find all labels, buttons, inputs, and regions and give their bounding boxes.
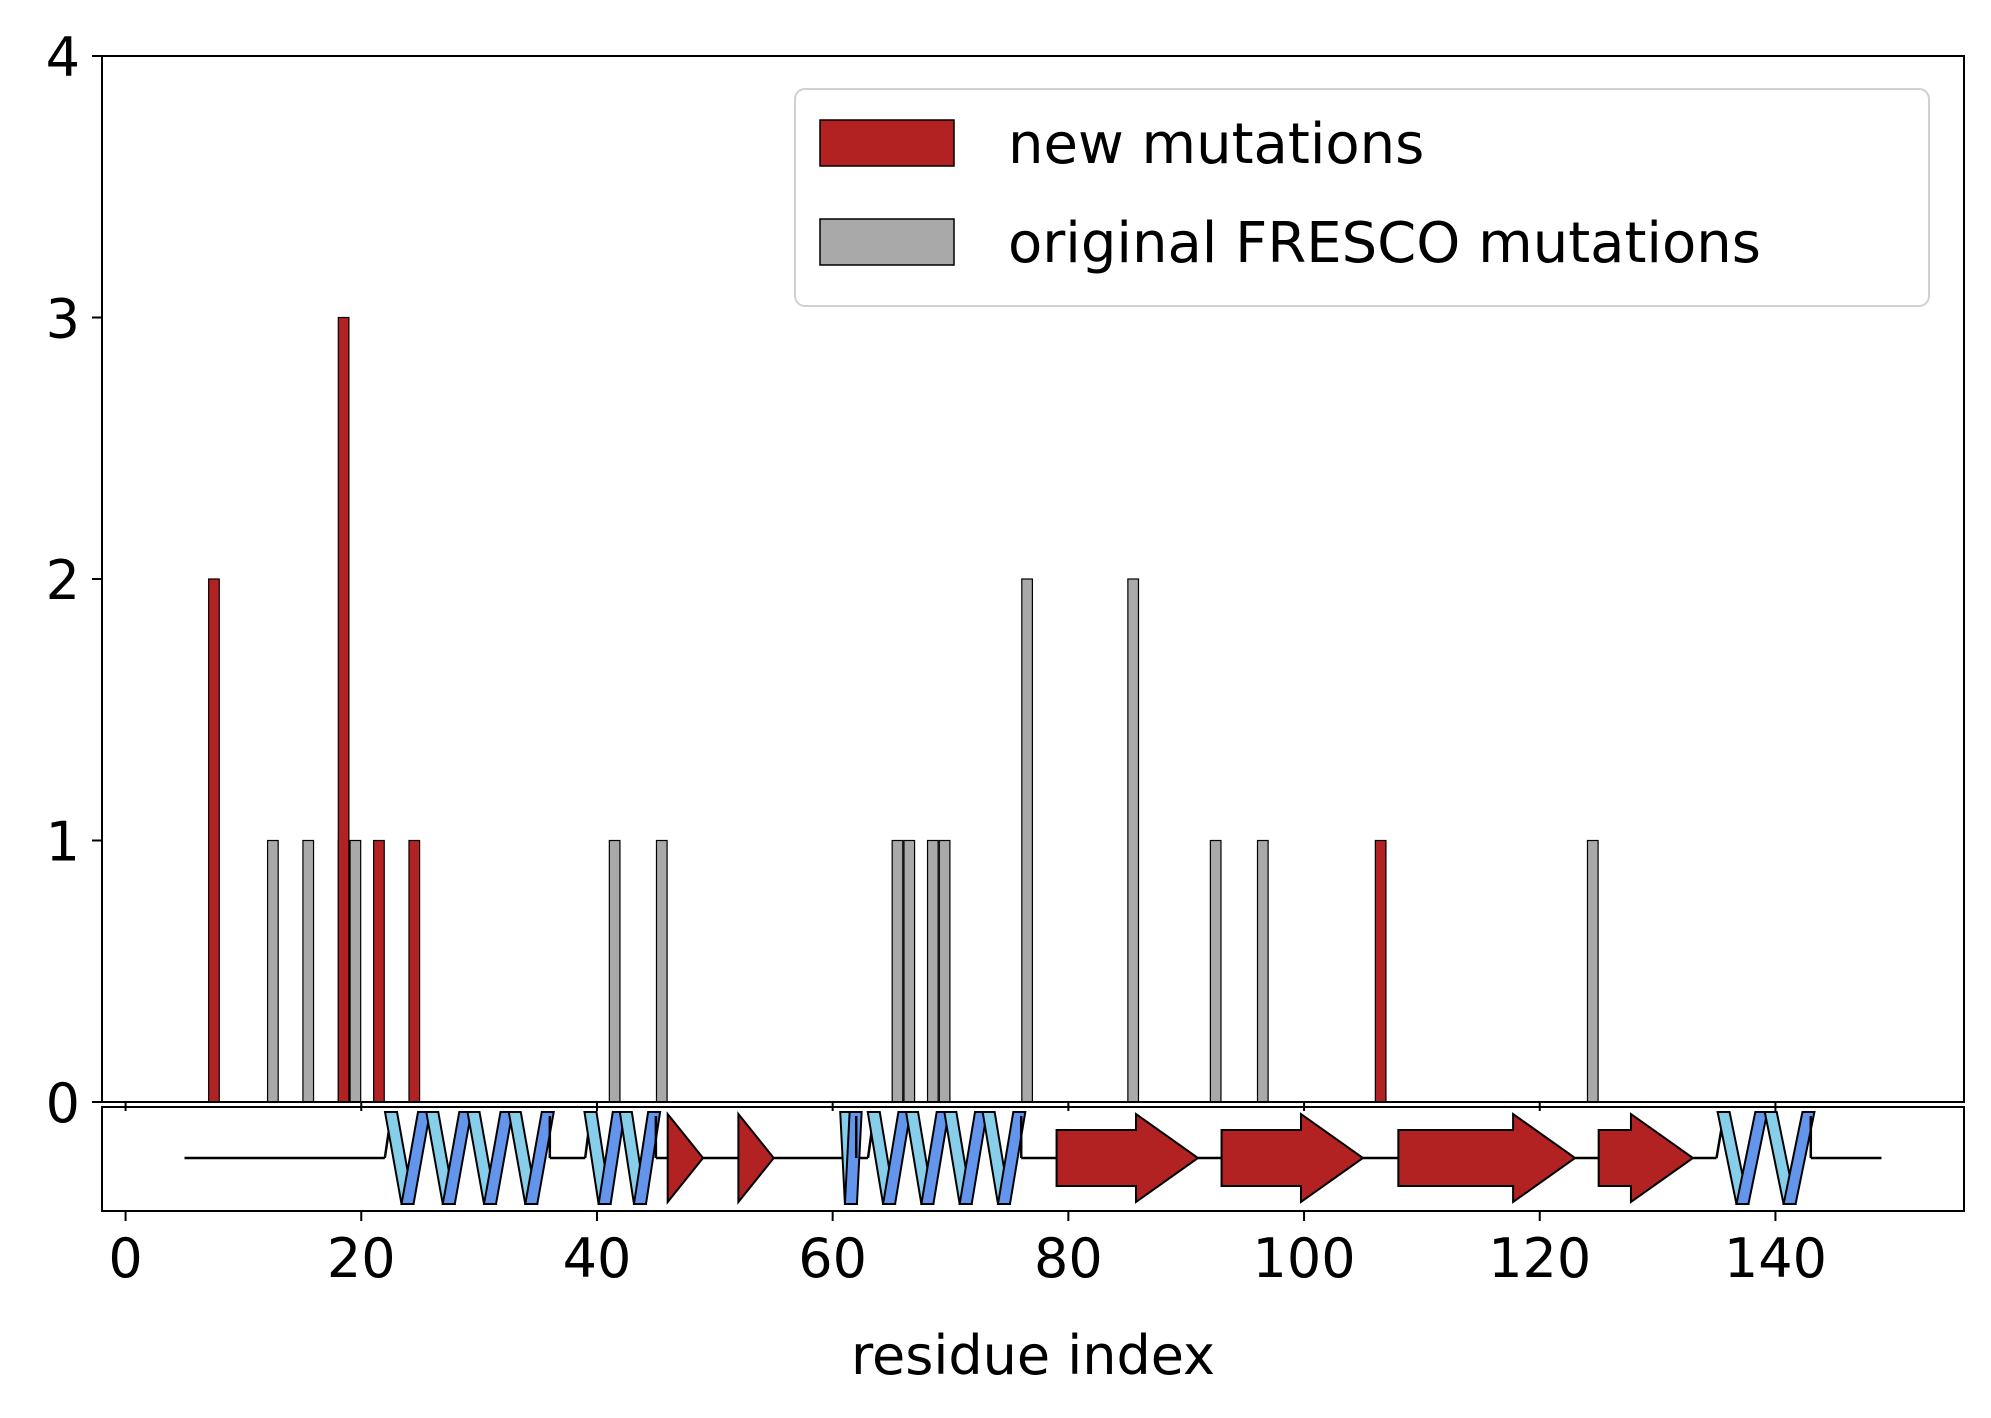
helix-4-up-1 (1782, 1111, 1816, 1205)
y-axis: 0 1 2 3 4 (46, 26, 102, 1135)
x-tick-label-2: 40 (563, 1227, 632, 1290)
x-tick-label-3: 60 (798, 1227, 867, 1290)
bar-original-12 (1209, 839, 1222, 1103)
legend-frame (794, 88, 1930, 307)
strand-arrow-3 (1220, 1112, 1365, 1204)
y-tick-label-4: 4 (46, 26, 80, 89)
y-tick-label-2: 2 (46, 549, 80, 612)
helix-4 (1715, 1111, 1816, 1205)
helix-1 (583, 1111, 662, 1205)
bar-original-10 (1021, 578, 1034, 1103)
bar-new-1 (337, 316, 350, 1103)
legend-swatch-new (819, 119, 955, 167)
helix-1-up-1 (632, 1111, 662, 1205)
bar-original-1 (302, 839, 315, 1103)
legend-label-new: new mutations (1008, 112, 1424, 177)
bar-original-8 (926, 839, 939, 1103)
secondary-structure-track (184, 1111, 1882, 1205)
y-tick-label-0: 0 (46, 1072, 80, 1135)
strand-arrow-1 (737, 1111, 776, 1205)
bar-new-2 (373, 839, 385, 1103)
bar-original-6 (891, 839, 904, 1103)
strand-arrow-4 (1397, 1112, 1577, 1204)
strand-arrow-2 (1055, 1112, 1200, 1204)
bar-original-5 (655, 839, 668, 1103)
bar-original-11 (1127, 578, 1140, 1103)
structure-track-frame (101, 1106, 1965, 1212)
helix-4-up-0 (1735, 1111, 1769, 1205)
legend-label-original: original FRESCO mutations (1008, 211, 1761, 276)
helix-2 (839, 1111, 863, 1205)
x-tick-label-6: 120 (1488, 1227, 1591, 1290)
helix-0 (383, 1111, 555, 1205)
bars-layer (208, 316, 1599, 1103)
bar-original-7 (903, 839, 916, 1103)
x-tick-label-1: 20 (327, 1227, 396, 1290)
bar-new-0 (208, 578, 220, 1103)
bar-original-4 (608, 839, 621, 1103)
bar-new-3 (408, 839, 421, 1103)
helix-3 (866, 1111, 1027, 1205)
legend-swatch-original (819, 218, 955, 266)
bar-original-14 (1586, 839, 1599, 1103)
x-axis: 0 20 40 60 80 100 120 140 (108, 1102, 1827, 1290)
x-tick-label-0: 0 (108, 1227, 142, 1290)
x-tick-label-5: 100 (1253, 1227, 1356, 1290)
bar-new-4 (1374, 839, 1387, 1103)
strand-arrow-0 (666, 1111, 705, 1205)
bar-original-3 (349, 839, 362, 1103)
legend: new mutations original FRESCO mutations (794, 88, 1930, 307)
x-axis-label: residue index (851, 1324, 1215, 1387)
y-tick-label-3: 3 (46, 288, 80, 351)
helix-0-up-3 (524, 1111, 555, 1205)
bar-original-13 (1256, 839, 1269, 1103)
y-tick-label-1: 1 (46, 811, 80, 874)
bar-original-9 (938, 839, 951, 1103)
strand-arrow-5 (1597, 1112, 1695, 1204)
x-tick-label-4: 80 (1034, 1227, 1103, 1290)
helix-3-up-3 (996, 1111, 1027, 1205)
x-tick-label-7: 140 (1724, 1227, 1827, 1290)
bar-original-0 (266, 839, 279, 1103)
